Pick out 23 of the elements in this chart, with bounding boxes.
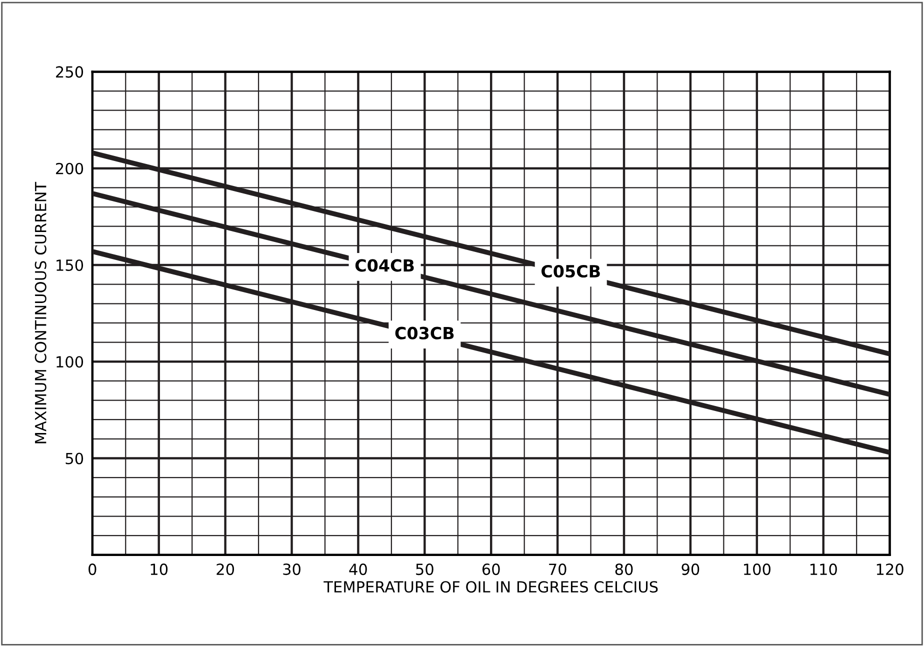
x-tick-label: 120 xyxy=(876,564,904,576)
y-tick-label: 200 xyxy=(56,162,84,174)
x-tick-label: 10 xyxy=(150,564,168,576)
x-tick-label: 70 xyxy=(549,564,566,576)
x-tick-label: 0 xyxy=(88,564,96,576)
annotation: C04CB xyxy=(355,259,414,272)
y-tick-label: 50 xyxy=(66,452,84,464)
x-tick-label: 20 xyxy=(216,564,234,576)
x-tick-label: 60 xyxy=(482,564,500,576)
y-axis-title: MAXIMUM CONTINUOUS CURRENT xyxy=(34,182,46,444)
x-tick-label: 50 xyxy=(416,564,434,576)
x-tick-label: 30 xyxy=(283,564,300,576)
annotation: C05CB xyxy=(542,264,600,278)
x-tick-label: 40 xyxy=(349,564,367,576)
x-tick-label: 90 xyxy=(682,564,700,576)
x-axis-title: TEMPERATURE OF OIL IN DEGREES CELCIUS xyxy=(324,581,658,593)
y-tick-label: 150 xyxy=(56,259,84,272)
annotation: C03CB xyxy=(395,326,454,340)
y-tick-label: 250 xyxy=(56,66,84,78)
y-tick-label: 100 xyxy=(56,356,84,368)
x-tick-label: 100 xyxy=(744,564,770,576)
x-tick-label: 80 xyxy=(615,564,633,576)
x-tick-label: 110 xyxy=(810,564,837,576)
